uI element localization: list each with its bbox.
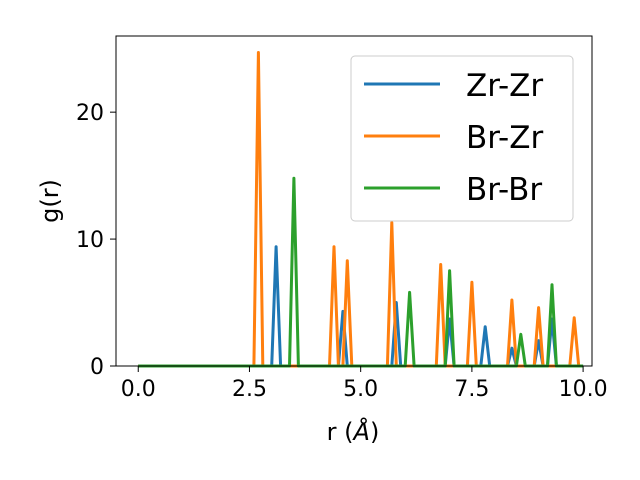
plot-frame [115,35,593,367]
legend-label-br-br: Br-Br [466,172,542,208]
x-tick-label: 10.0 [559,377,608,402]
y-tick-label: 10 [76,228,104,253]
legend-label-br-zr: Br-Zr [466,120,543,156]
series-line-br-zr [138,51,581,368]
x-tick-label: 0.0 [121,377,156,402]
series-line-br-br [138,176,584,368]
y-axis-label: g(r) [36,179,64,223]
x-tick-label: 5.0 [343,377,378,402]
legend: Zr-Zr Br-Zr Br-Br [350,55,574,222]
legend-label-zr-zr: Zr-Zr [466,68,543,104]
y-tick-label: 20 [76,101,104,126]
y-tick-label: 0 [90,355,104,380]
x-ticks: 0.0 2.5 5.0 7.5 10.0 [121,366,608,402]
legend-frame [350,55,574,222]
x-tick-label: 7.5 [454,377,489,402]
x-axis-label: r (Å) [327,417,380,446]
y-ticks: 0 10 20 [76,101,116,380]
x-tick-label: 2.5 [232,377,267,402]
